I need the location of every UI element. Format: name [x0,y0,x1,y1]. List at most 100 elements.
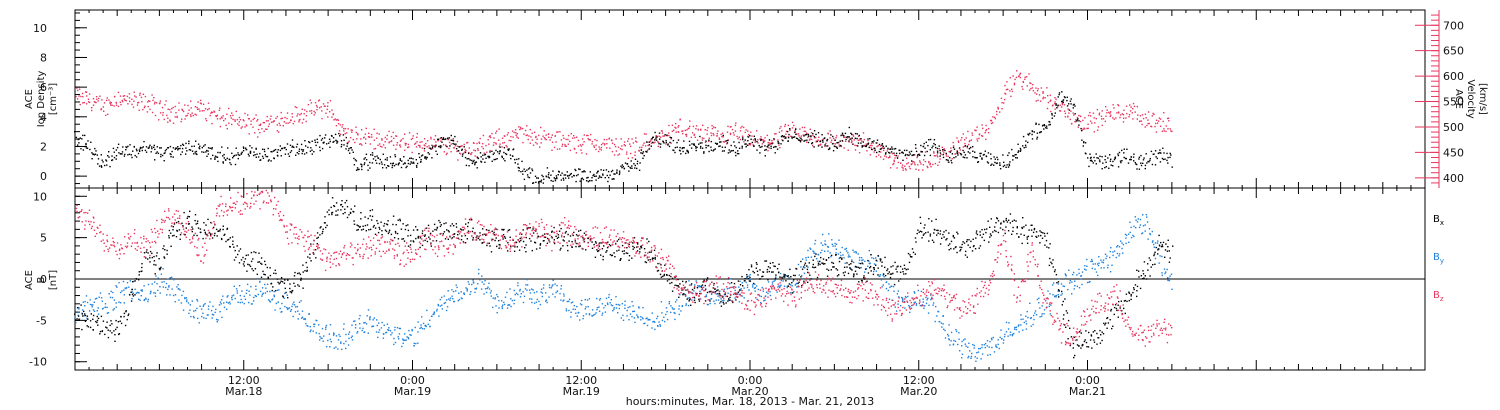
data-point [1042,98,1044,100]
data-point [241,301,243,304]
data-point [781,130,783,132]
data-point [587,306,589,308]
data-point [999,162,1001,164]
data-point [355,169,358,171]
data-point [739,280,741,282]
data-point [610,299,612,301]
data-point [778,131,781,133]
data-point [477,157,480,160]
data-point [1076,116,1079,119]
data-point [214,158,216,160]
data-point [799,141,802,143]
data-point [503,147,506,149]
data-point [167,121,169,123]
data-point [453,143,456,145]
data-point [141,101,143,103]
data-point [1165,130,1167,133]
data-point [856,133,858,135]
data-point [949,157,951,159]
data-point [276,115,278,118]
data-point [564,143,566,146]
data-point [1105,106,1107,108]
data-point [981,124,983,126]
data-point [118,282,120,284]
data-point [730,126,732,128]
data-point [203,145,205,147]
data-point [1063,110,1066,112]
data-point [218,304,221,306]
data-point [381,138,383,140]
data-point [1106,255,1108,257]
data-point [160,273,163,275]
data-point [649,140,652,142]
left-y-tick-label: 6 [40,81,47,94]
data-point [105,160,108,162]
data-point [631,165,633,167]
data-point [1149,159,1151,162]
data-point [475,287,478,289]
data-point [782,276,785,279]
data-point [392,162,395,164]
data-point [678,131,680,133]
data-point [85,142,87,145]
data-point [656,317,658,320]
data-point [228,301,231,303]
data-point [593,145,595,147]
data-point [1036,298,1039,301]
data-point [292,303,294,305]
data-point [901,151,904,153]
data-point [1006,81,1008,83]
data-point [840,254,842,257]
data-point [764,145,766,147]
data-point [1014,328,1016,330]
data-point [851,139,853,141]
data-point [495,142,497,144]
data-point [310,112,313,114]
data-point [1007,166,1010,168]
data-point [189,304,191,306]
data-point [242,150,245,152]
data-point [642,151,645,153]
data-point [962,149,964,152]
data-point [788,133,790,136]
data-point [313,110,315,113]
data-point [786,130,789,133]
data-point [114,95,116,98]
data-point [445,145,447,147]
data-point [158,258,160,260]
data-point [216,118,219,120]
data-point [904,295,907,298]
data-point [835,252,837,254]
data-point [231,236,234,238]
data-point [187,104,189,107]
data-point [861,259,863,262]
data-point [194,219,196,222]
data-point [533,291,536,294]
data-point [185,153,187,155]
data-point [507,148,509,151]
data-point [90,141,92,143]
data-point [1071,281,1073,283]
data-point [845,247,847,250]
data-point [652,321,654,323]
data-point [151,256,153,259]
data-point [342,134,345,136]
data-point [944,337,947,339]
data-point [490,295,492,297]
data-point [179,289,181,291]
data-point [888,283,890,285]
data-point [363,158,365,160]
data-point [165,286,167,289]
data-point [1132,234,1134,237]
data-point [1043,125,1046,127]
data-point [249,265,252,267]
data-point [523,178,526,181]
data-point [219,118,221,120]
data-point [987,132,990,134]
data-point [968,143,970,146]
data-point [1049,100,1051,102]
data-point [250,260,253,263]
data-point [1109,111,1112,113]
data-point [546,167,549,169]
data-point [158,267,161,270]
